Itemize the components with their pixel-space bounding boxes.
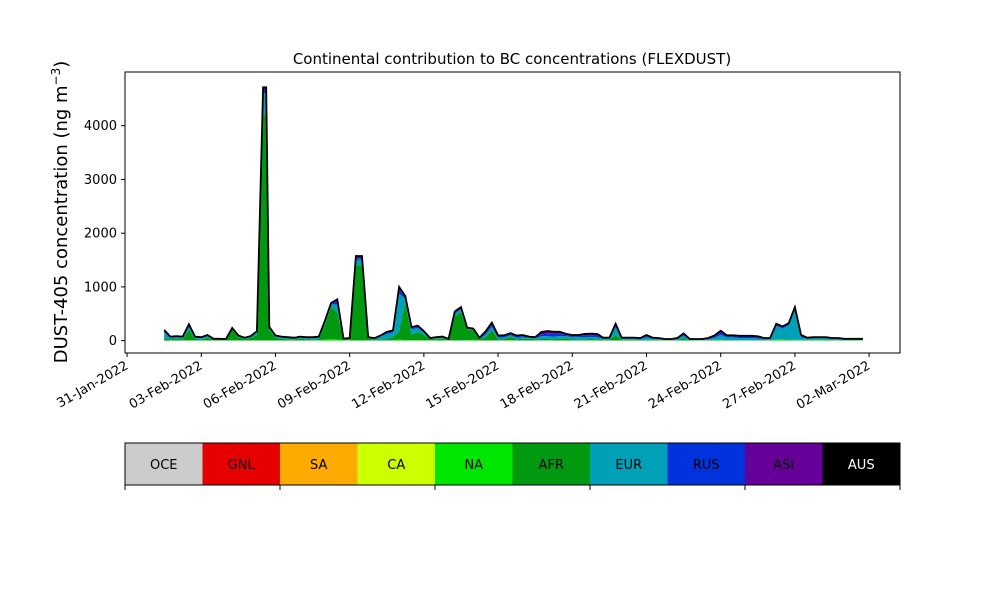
legend-label-afr: AFR xyxy=(539,458,564,473)
x-tick-label: 21-Feb-2022 xyxy=(572,358,651,412)
x-tick-label: 31-Jan-2022 xyxy=(54,358,131,411)
legend-swatch-na xyxy=(435,443,513,485)
svg-text:DUST-405 concentration (ng m−3: DUST-405 concentration (ng m−3) xyxy=(49,61,72,364)
y-axis-label-main: DUST-405 concentration (ng m xyxy=(51,85,72,363)
legend-label-asi: ASI xyxy=(773,458,794,473)
legend-swatch-aus xyxy=(822,443,900,485)
legend-swatch-rus xyxy=(667,443,745,485)
x-tick-label: 12-Feb-2022 xyxy=(349,358,428,412)
y-tick-label: 2000 xyxy=(84,227,117,242)
plot-area xyxy=(163,86,863,341)
x-tick-label: 02-Mar-2022 xyxy=(794,358,873,412)
y-tick-label: 1000 xyxy=(84,280,117,295)
chart-title: Continental contribution to BC concentra… xyxy=(293,50,731,68)
y-tick-label: 4000 xyxy=(84,119,117,134)
legend-label-eur: EUR xyxy=(615,458,642,473)
legend-swatch-gnl xyxy=(202,443,280,485)
x-tick-label: 06-Feb-2022 xyxy=(201,358,280,412)
x-tick-label: 15-Feb-2022 xyxy=(424,358,503,412)
y-tick-label: 0 xyxy=(109,334,117,349)
x-tick-label: 03-Feb-2022 xyxy=(127,358,206,412)
total-line xyxy=(163,86,863,340)
legend-label-ca: CA xyxy=(387,458,405,473)
legend-label-gnl: GNL xyxy=(228,458,256,473)
area-rus xyxy=(164,90,863,340)
legend-swatch-ca xyxy=(357,443,435,485)
y-tick-label: 3000 xyxy=(84,173,117,188)
x-tick-label: 27-Feb-2022 xyxy=(720,358,799,412)
legend-label-oce: OCE xyxy=(150,458,178,473)
legend-swatch-asi xyxy=(745,443,823,485)
legend-swatch-afr xyxy=(512,443,590,485)
x-tick-label: 09-Feb-2022 xyxy=(275,358,354,412)
y-axis-label-sup: −3 xyxy=(49,68,63,86)
x-tick-label: 18-Feb-2022 xyxy=(498,358,577,412)
x-tick-label: 24-Feb-2022 xyxy=(646,358,725,412)
plot-frame xyxy=(124,71,901,354)
legend-frame xyxy=(124,442,901,486)
area-eur xyxy=(164,93,863,341)
legend-swatch-sa xyxy=(280,443,358,485)
continent-legend: OCE GNL SA CA NA AFR EUR RUS ASI AUS xyxy=(124,442,901,490)
y-axis-label: DUST-405 concentration (ng m−3) xyxy=(49,61,72,364)
area-na xyxy=(164,339,863,341)
legend-swatch-oce xyxy=(125,443,203,485)
y-axis-label-close: ) xyxy=(51,61,72,68)
legend-label-sa: SA xyxy=(310,458,327,473)
legend-label-na: NA xyxy=(464,458,483,473)
legend-label-aus: AUS xyxy=(848,458,875,473)
axes: 0100020003000400031-Jan-202203-Feb-20220… xyxy=(54,71,901,413)
legend-swatch-eur xyxy=(590,443,668,485)
legend-label-rus: RUS xyxy=(693,458,720,473)
